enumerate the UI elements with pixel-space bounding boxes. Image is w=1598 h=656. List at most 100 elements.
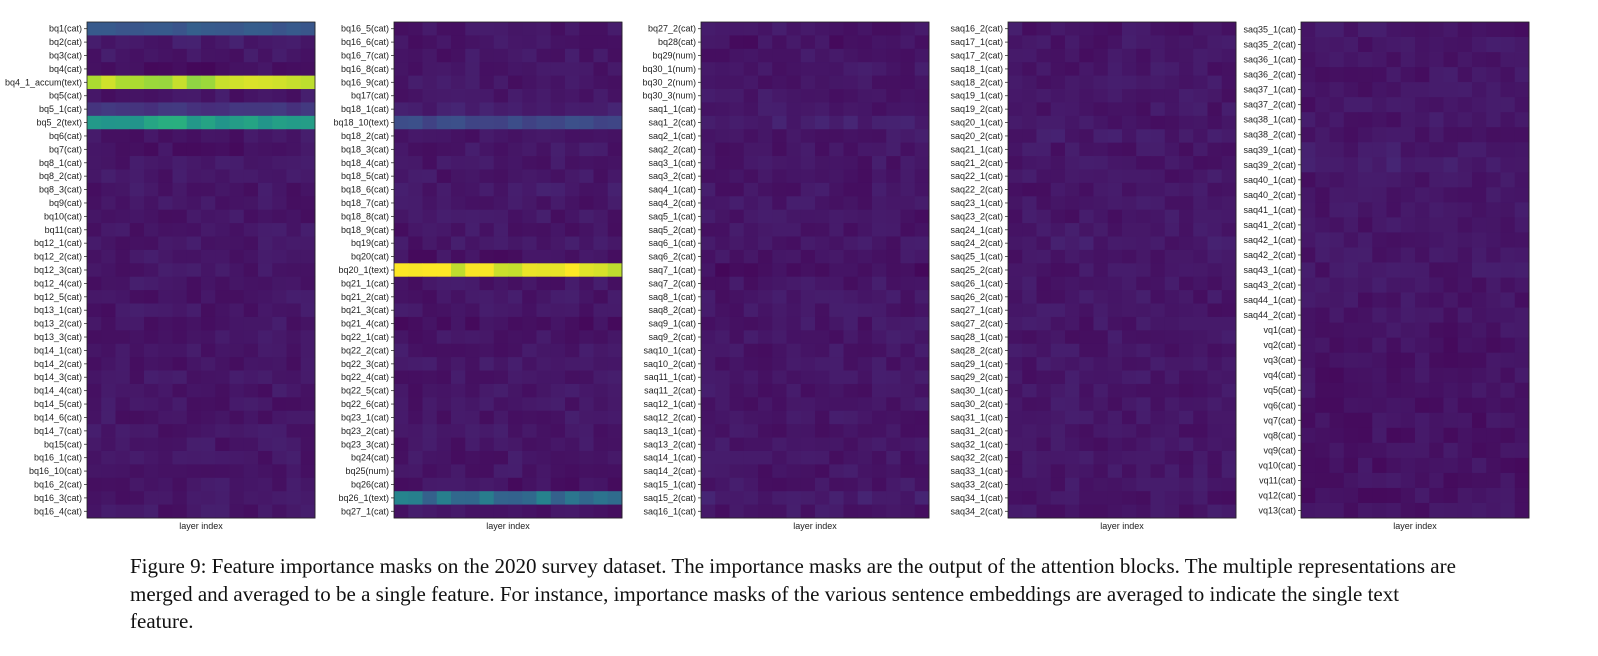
heatmap-cell [1386, 172, 1402, 188]
heatmap-cell [272, 276, 287, 291]
heatmap-cell [1400, 367, 1416, 384]
heatmap-cell [1107, 464, 1123, 479]
heatmap-cell [172, 330, 188, 345]
heatmap-cell [479, 209, 495, 224]
heatmap-cell [857, 303, 873, 318]
heatmap-cell [1022, 182, 1037, 197]
heatmap-cell [272, 129, 287, 144]
heatmap-cell [300, 397, 316, 412]
heatmap-cell [1093, 35, 1109, 50]
heatmap-cell [201, 397, 216, 412]
heatmap-cell [1372, 127, 1387, 143]
heatmap-cell [1329, 67, 1345, 83]
heatmap-cell [1301, 442, 1316, 459]
heatmap-cell [243, 491, 259, 505]
heatmap-cell [1400, 52, 1416, 68]
heatmap-cell [829, 209, 844, 224]
heatmap-cell [465, 102, 480, 117]
y-tick-label: bq21_1(cat) [341, 278, 389, 288]
heatmap-cell [1164, 477, 1180, 492]
heatmap-cell [465, 182, 480, 197]
heatmap-cell [1415, 382, 1430, 399]
heatmap-cell [1036, 115, 1052, 130]
heatmap-cell [1036, 397, 1052, 412]
heatmap-cell [1008, 263, 1023, 278]
heatmap-cell [886, 504, 901, 519]
heatmap-cell [243, 330, 259, 345]
heatmap-cell [465, 477, 480, 492]
heatmap-cell [1500, 232, 1516, 248]
heatmap-cell [829, 424, 844, 438]
heatmap-cell [115, 249, 131, 264]
heatmap-cell [729, 477, 745, 492]
heatmap-cell [1164, 303, 1180, 318]
heatmap-cell [1301, 172, 1316, 188]
heatmap-cell [579, 263, 594, 278]
heatmap-cell [243, 357, 259, 371]
heatmap-cell [1358, 217, 1373, 233]
heatmap-cell [465, 75, 480, 90]
heatmap-cell [436, 330, 452, 345]
heatmap-cell [1008, 249, 1023, 264]
heatmap-cell [1358, 442, 1373, 459]
heatmap-cell [579, 223, 594, 237]
heatmap-cell [1415, 127, 1430, 143]
heatmap-cell [1429, 292, 1444, 308]
heatmap-cell [508, 182, 523, 197]
heatmap-cell [1301, 97, 1316, 113]
heatmap-cell [1207, 343, 1223, 358]
heatmap-cell [565, 276, 580, 291]
heatmap-cell [479, 62, 495, 77]
heatmap-cell [1107, 89, 1123, 103]
heatmap-cell [872, 209, 887, 224]
heatmap-cell [158, 249, 173, 264]
heatmap-cell [800, 276, 816, 291]
heatmap-cell [1386, 427, 1402, 444]
heatmap-cell [1343, 112, 1359, 128]
heatmap-cell [786, 209, 802, 224]
y-tick-label: saq5_2(cat) [648, 225, 696, 235]
y-tick-label: saq30_2(cat) [950, 399, 1003, 409]
heatmap-cell [857, 129, 873, 144]
heatmap-cell [857, 290, 873, 304]
heatmap-cell [1193, 491, 1208, 505]
heatmap-cell [886, 62, 901, 77]
heatmap-cell [1093, 303, 1109, 318]
heatmap-cell [1079, 437, 1094, 452]
heatmap-cell [593, 410, 609, 425]
heatmap-cell [772, 48, 787, 63]
heatmap-cell [1472, 172, 1487, 188]
heatmap-cell [1221, 75, 1237, 90]
heatmap-cell [900, 437, 916, 452]
heatmap-cell [607, 477, 623, 492]
heatmap-cell [1301, 397, 1316, 414]
heatmap-cell [1008, 410, 1023, 425]
heatmap-cell [815, 343, 830, 358]
heatmap-cell [1514, 472, 1530, 489]
heatmap-cell [786, 223, 802, 237]
heatmap-cell [508, 370, 523, 385]
heatmap-cell [1065, 410, 1080, 425]
heatmap-cell [1221, 223, 1237, 237]
heatmap-cell [286, 89, 302, 103]
heatmap-cell [1315, 397, 1330, 414]
heatmap-cell [729, 263, 745, 278]
heatmap-cell [886, 343, 901, 358]
heatmap-cell [701, 424, 716, 438]
heatmap-cell [1486, 142, 1501, 158]
heatmap-cell [536, 115, 552, 130]
heatmap-cell [1315, 457, 1330, 474]
heatmap-cell [1329, 487, 1345, 504]
heatmap-cell [258, 196, 273, 211]
heatmap-cell [829, 410, 844, 425]
heatmap-cell [1022, 383, 1037, 398]
heatmap-cell [1207, 156, 1223, 170]
heatmap-cell [1329, 397, 1345, 414]
heatmap-cell [900, 35, 916, 50]
heatmap-cell [408, 424, 423, 438]
heatmap-cell [286, 504, 302, 519]
heatmap-cell [172, 102, 188, 117]
heatmap-cell [129, 504, 145, 519]
heatmap-cell [144, 169, 159, 184]
heatmap-cell [1107, 142, 1123, 157]
